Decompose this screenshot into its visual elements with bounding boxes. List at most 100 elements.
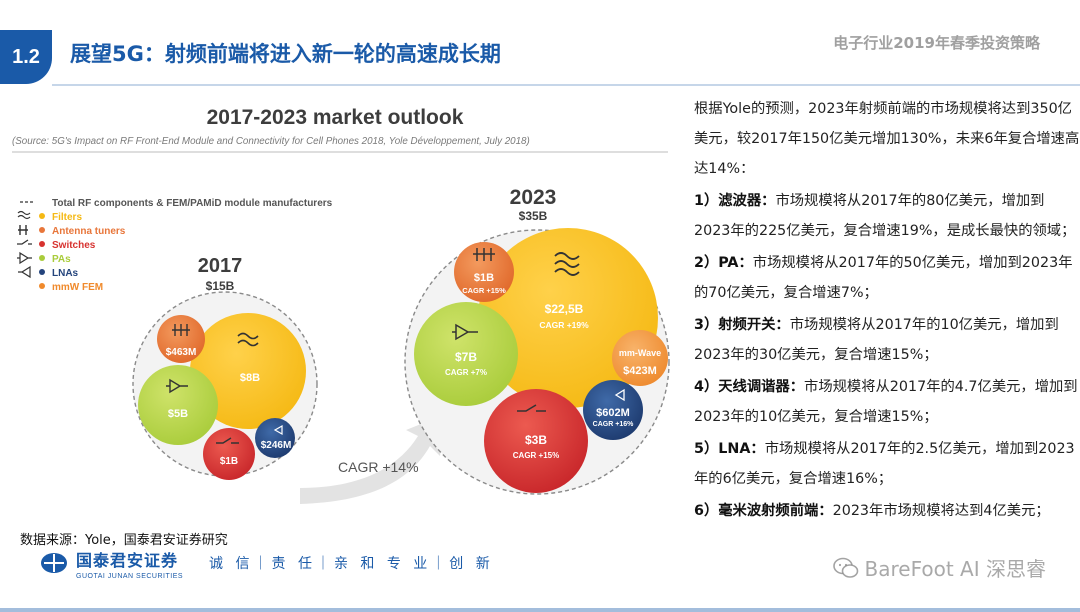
bubble-circle [190, 313, 306, 429]
analysis-item-label: 3）射频开关： [694, 317, 790, 333]
analysis-item-text: 市场规模将从2017年的4.7亿美元，增加到2023年的10亿美元，复合增速15… [694, 379, 1078, 425]
analysis-item-label: 5）LNA： [694, 441, 765, 457]
analysis-item: 1）滤波器：市场规模将从2017年的80亿美元，增加到2023年的225亿美元，… [694, 186, 1080, 246]
bubble-cagr: CAGR +15% [513, 451, 559, 460]
watermark-text: BareFoot AI 深思睿 [864, 557, 1046, 581]
legend-item-antenna-tuners: Antenna tuners [18, 225, 126, 237]
analysis-item-text: 市场规模将从2017年的50亿美元，增加到2023年的70亿美元，复合增速7%； [694, 255, 1073, 301]
amplifier-icon [17, 251, 32, 265]
legend-item-mmw-fem: mmW FEM [39, 282, 103, 293]
bubble-value: $8B [240, 372, 260, 384]
analysis-item-label: 1）滤波器： [694, 193, 776, 209]
market-outlook-figure: 2017-2023 market outlook (Source: 5G's I… [0, 96, 680, 516]
antenna-tuner-icon [18, 225, 28, 235]
bubble-2023-mmw-fem: mm-Wave $423M [612, 330, 668, 386]
year-label-2017: 2017 [198, 255, 243, 277]
analysis-item-text: 市场规模将从2017年的10亿美元，增加到2023年的30亿美元，复合增速15%… [694, 317, 1059, 363]
bubble-value: $602M [596, 407, 630, 419]
filter-wave-icon [237, 332, 259, 347]
year-label-2023: 2023 [510, 186, 557, 209]
company-name: 国泰君安证券 GUOTAI JUNAN SECURITIES [76, 547, 183, 580]
analysis-item: 5）LNA：市场规模将从2017年的2.5亿美元，增加到2023年的6亿美元，复… [694, 434, 1080, 494]
bubble-value: $3B [525, 433, 547, 447]
bubble-value: $423M [623, 365, 657, 377]
bubble-circle [583, 380, 643, 440]
growth-arrow-label: CAGR +14% [338, 459, 419, 475]
analysis-item: 4）天线调谐器：市场规模将从2017年的4.7亿美元，增加到2023年的10亿美… [694, 372, 1080, 432]
bubble-value: $463M [166, 347, 197, 358]
switch-icon [216, 437, 239, 444]
analysis-intro: 根据Yole的预测，2023年射频前端的市场规模将达到350亿美元，较2017年… [694, 101, 1080, 177]
lna-icon [18, 265, 31, 279]
figure-source-note: (Source: 5G's Impact on RF Front-End Mod… [12, 136, 530, 147]
dot-icon [39, 283, 45, 289]
legend-swatch-pas [39, 255, 45, 261]
bubble-2017-antenna-tuners: $463M [157, 315, 205, 363]
bubble-2023-antenna-tuners: $1B CAGR +15% [454, 242, 514, 302]
bubble-2017-switches: $1B [203, 428, 255, 480]
wechat-icon [832, 557, 858, 578]
legend-item-filters: Filters [17, 210, 82, 223]
bubble-2017-filters: $8B [190, 313, 306, 429]
legend-item-total: Total RF components & FEM/PAMiD module m… [20, 198, 333, 209]
analysis-item-label: 4）天线调谐器： [694, 379, 805, 395]
bubble-circle [612, 330, 668, 386]
bubble-value: $5B [168, 408, 188, 420]
company-name-en: GUOTAI JUNAN SECURITIES [76, 572, 184, 580]
company-logo-icon [41, 553, 67, 573]
legend-label-total: Total RF components & FEM/PAMiD module m… [52, 198, 333, 209]
bubble-value: $7B [455, 350, 477, 364]
bubble-cagr: CAGR +19% [539, 320, 589, 330]
switch-icon [17, 239, 32, 245]
bubble-cagr: CAGR +15% [462, 286, 506, 295]
total-2017: $15B [206, 279, 235, 293]
legend-swatch-antenna-tuners [39, 227, 45, 233]
antenna-tuner-icon [172, 324, 190, 336]
analysis-item: 3）射频开关：市场规模将从2017年的10亿美元，增加到2023年的30亿美元，… [694, 310, 1080, 370]
cluster-2017: 2017 $15B $8B $463M $5B $1B [132, 255, 318, 480]
header-divider [52, 84, 1080, 86]
legend-item-pas: PAs [17, 251, 71, 265]
watermark: BareFoot AI 深思睿 [832, 553, 1046, 582]
bubble-cagr: CAGR +16% [593, 421, 634, 428]
analysis-item-label: 2）PA： [694, 255, 753, 271]
legend: Total RF components & FEM/PAMiD module m… [17, 198, 333, 293]
bubble-label: mm-Wave [619, 348, 661, 358]
bubble-circle [484, 389, 588, 493]
legend-item-lnas: LNAs [18, 265, 79, 279]
legend-swatch-switches [39, 241, 45, 247]
legend-swatch-filters [39, 213, 45, 219]
bubble-value: $1B [220, 456, 238, 467]
bubble-2017-lnas: $246M [255, 418, 295, 458]
bubble-2017-pas: $5B [138, 365, 218, 445]
footer-brand: 国泰君安证券 GUOTAI JUNAN SECURITIES 诚 信｜责 任｜亲… [40, 547, 494, 580]
total-2023: $35B [519, 209, 548, 223]
data-source: 数据来源：Yole，国泰君安证券研究 [20, 533, 228, 548]
analysis-item-text: 市场规模将从2017年的2.5亿美元，增加到2023年的6亿美元，复合增速16%… [694, 441, 1075, 487]
bubble-circle [414, 302, 518, 406]
bubble-value: $1B [474, 272, 494, 284]
amplifier-icon [166, 378, 188, 394]
bubble-cagr: CAGR +7% [445, 368, 487, 377]
amplifier-icon [452, 323, 478, 341]
legend-label-switches: Switches [52, 240, 96, 251]
legend-label-filters: Filters [52, 212, 82, 223]
filter-wave-icon [17, 210, 31, 220]
switch-icon [517, 404, 546, 412]
analysis-item-label: 6）毫米波射频前端： [694, 503, 833, 519]
cluster-2023: 2023 $35B $22,5B CAGR +19% $1B CAGR +15%… [404, 186, 670, 495]
footer-divider [0, 608, 1080, 612]
analysis-item-text: 2023年市场规模将达到4亿美元； [832, 503, 1050, 519]
page-title: 展望5G：射频前端将进入新一轮的高速成长期 [70, 42, 501, 66]
bubble-circle [454, 242, 514, 302]
legend-label-lnas: LNAs [52, 268, 79, 279]
bubble-2023-switches: $3B CAGR +15% [484, 389, 588, 493]
bubble-value: $22,5B [545, 302, 584, 316]
bubble-2023-pas: $7B CAGR +7% [414, 302, 518, 406]
bubble-2023-lnas: $602M CAGR +16% [583, 380, 643, 440]
bubble-circle [157, 315, 205, 363]
legend-label-antenna-tuners: Antenna tuners [52, 226, 126, 237]
bubble-circle [138, 365, 218, 445]
analysis-item-text: 市场规模将从2017年的80亿美元，增加到2023年的225亿美元，复合增速19… [694, 193, 1076, 239]
company-name-cn: 国泰君安证券 [76, 550, 179, 570]
